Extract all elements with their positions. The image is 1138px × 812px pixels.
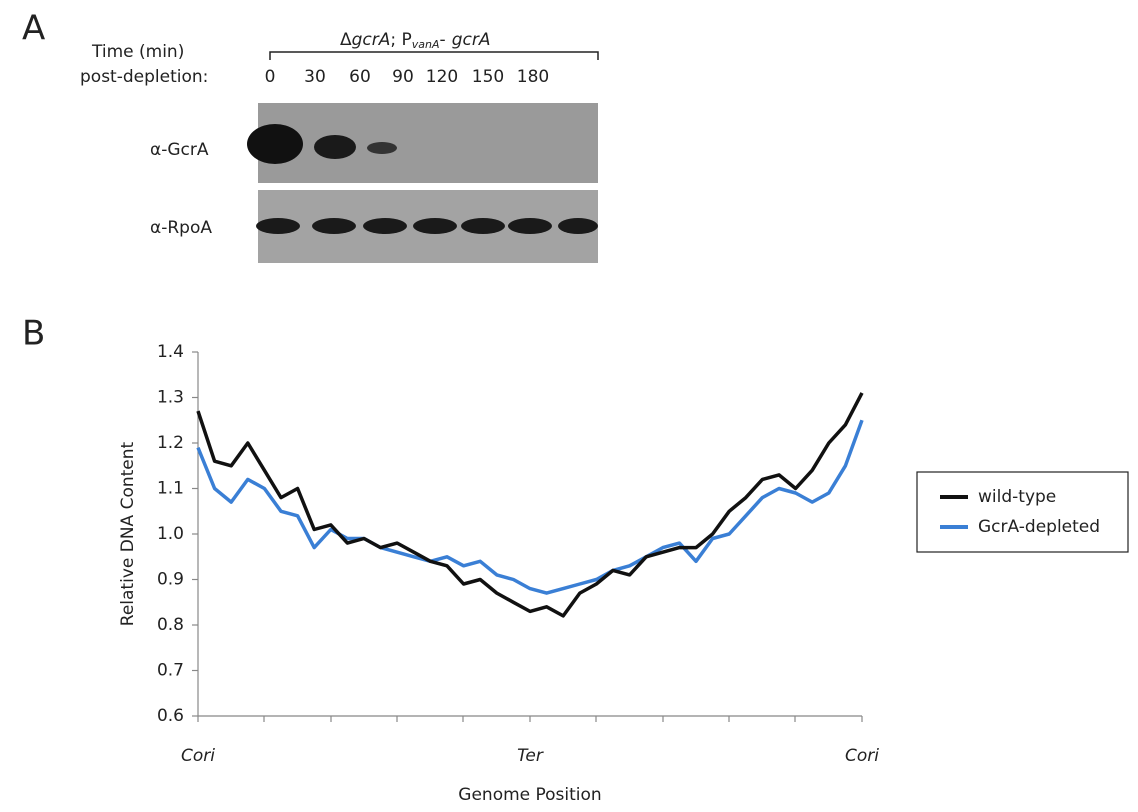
band (558, 218, 598, 234)
bracket (270, 52, 598, 60)
y-tick-label: 1.1 (157, 479, 184, 499)
y-tick-label: 1.0 (157, 524, 184, 544)
page: A B ΔgcrA; PvanA-gcrA Time (min) post-de… (0, 0, 1138, 812)
y-tick-label: 0.6 (157, 706, 184, 726)
time-label: 0 (265, 67, 276, 87)
time-label: 150 (472, 67, 504, 87)
y-tick-label: 1.3 (157, 388, 184, 408)
time-label: 60 (349, 67, 371, 87)
genotype-part: gcrA (352, 30, 391, 50)
y-tick-label: 0.7 (157, 661, 184, 681)
genotype-part: ; P (390, 30, 411, 50)
band (314, 135, 356, 159)
y-tick-label: 0.9 (157, 570, 184, 590)
panel-label: A (22, 9, 45, 49)
y-tick-label: 0.8 (157, 615, 184, 635)
band (363, 218, 407, 234)
x-axis-label: Genome Position (458, 785, 601, 805)
band (461, 218, 505, 234)
legend-label: wild-type (978, 487, 1056, 507)
row-label: α-GcrA (150, 140, 209, 160)
x-tick-label: Ter (517, 746, 544, 766)
band (367, 142, 397, 154)
legend-box (917, 472, 1128, 552)
band (256, 218, 300, 234)
y-axis-label: Relative DNA Content (118, 441, 138, 626)
time-label: 180 (517, 67, 549, 87)
band (508, 218, 552, 234)
genotype: ΔgcrA; PvanA-gcrA (340, 30, 490, 51)
x-tick-label: Cori (845, 746, 879, 766)
band (413, 218, 457, 234)
time-label: 90 (392, 67, 414, 87)
blot (258, 103, 598, 183)
genotype-part: gcrA (452, 30, 491, 50)
time-label: 30 (304, 67, 326, 87)
genotype-part: vanA (412, 38, 440, 51)
series-line (198, 420, 862, 593)
band (247, 124, 303, 164)
legend-label: GcrA-depleted (978, 517, 1100, 537)
band (312, 218, 356, 234)
time-label: Time (min) (91, 42, 184, 62)
row-label: α-RpoA (150, 218, 212, 238)
panel-label: B (22, 314, 45, 354)
x-tick-label: Cori (181, 746, 215, 766)
post-label: post-depletion: (80, 67, 208, 87)
series-line (198, 393, 862, 616)
figure: A B ΔgcrA; PvanA-gcrA Time (min) post-de… (0, 0, 1138, 812)
y-tick-label: 1.4 (157, 342, 184, 362)
time-label: 120 (426, 67, 458, 87)
genotype-part: Δ (340, 30, 352, 50)
y-tick-label: 1.2 (157, 433, 184, 453)
genotype-part: - (440, 30, 446, 50)
